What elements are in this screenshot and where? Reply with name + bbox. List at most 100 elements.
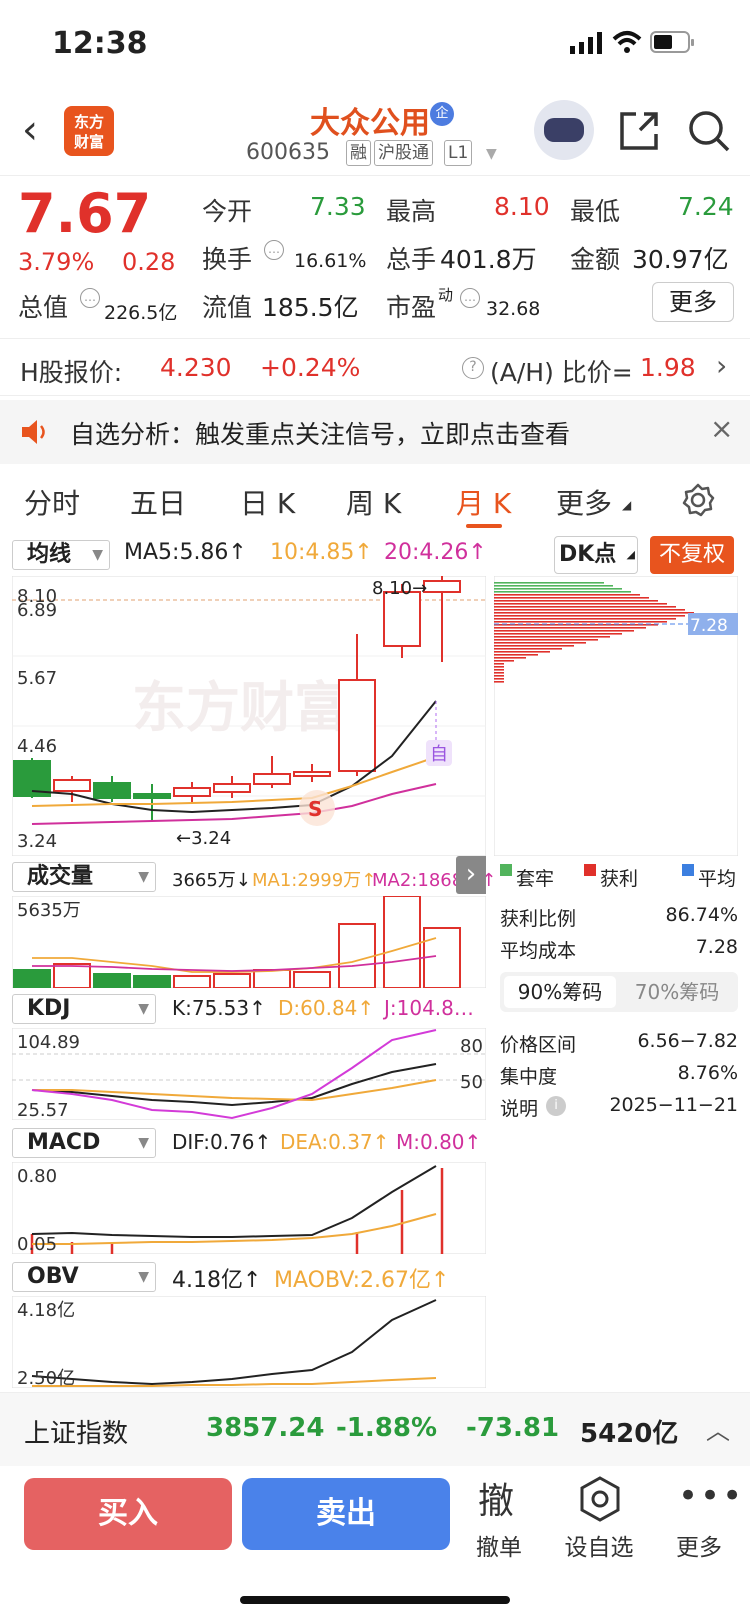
h-share-row[interactable]: H股报价: 4.230 +0.24% ? (A/H) 比价= 1.98 ›: [0, 338, 750, 396]
cancel-order-button[interactable]: 撤 撤单: [454, 1472, 544, 1572]
ma5-label: MA5:5.86↑: [124, 540, 247, 565]
macd-select-label: MACD: [27, 1130, 101, 1155]
volume-axis-label: 5635万: [17, 900, 81, 921]
desc-label: 说明: [500, 1098, 539, 1120]
ma20-label: 20:4.26↑: [384, 540, 487, 565]
tab-more[interactable]: 更多: [556, 487, 613, 520]
info-icon[interactable]: i: [546, 1096, 566, 1116]
tab-five-day[interactable]: 五日: [130, 487, 187, 520]
kdj-select[interactable]: KDJ ▼: [12, 994, 156, 1024]
h-share-label: H股报价:: [20, 358, 123, 387]
candle: [383, 584, 421, 658]
chip-bar: [494, 633, 622, 635]
tab-day-k[interactable]: 日 K: [240, 487, 296, 520]
volume-label: 总手: [386, 245, 437, 274]
volume-bar: [53, 963, 91, 988]
tab-week-k[interactable]: 周 K: [346, 487, 402, 520]
obv-chart: 4.18亿 2.50亿: [12, 1296, 486, 1388]
volume-bar: [423, 927, 461, 988]
dk-point-button[interactable]: DK点 ◢: [554, 536, 638, 574]
indicator-select[interactable]: 均线 ▼: [12, 540, 110, 570]
volume-bar: [213, 973, 251, 988]
home-indicator: [240, 1596, 510, 1604]
chip-bar: [494, 645, 574, 647]
close-icon[interactable]: ×: [710, 412, 734, 445]
assistant-avatar[interactable]: [534, 100, 594, 160]
more-quote-button[interactable]: 更多: [652, 282, 734, 322]
chip-bar: [494, 666, 504, 668]
kdj-ref-50: 50: [460, 1072, 483, 1093]
volume-bar: [383, 896, 421, 988]
watchlist-icon: [580, 1476, 620, 1522]
k-line: [31, 1063, 437, 1107]
cancel-order-label: 撤单: [476, 1535, 522, 1561]
help-icon[interactable]: ?: [462, 357, 484, 379]
mcap-label: 总值: [18, 293, 69, 322]
dk-caret-icon: ◢: [626, 548, 635, 561]
obv-select[interactable]: OBV ▼: [12, 1262, 156, 1292]
change-amount: 0.28: [122, 248, 176, 276]
no-adjust-button[interactable]: 不复权: [650, 536, 734, 574]
notice-bar[interactable]: 自选分析：触发重点关注信号，立即点击查看 ×: [0, 400, 750, 464]
tab-chip-70[interactable]: 70%筹码: [634, 980, 720, 1004]
share-icon[interactable]: [616, 108, 662, 154]
wifi-icon: [612, 31, 642, 53]
caret-icon: ▼: [138, 1269, 149, 1285]
info-icon[interactable]: …: [460, 288, 480, 308]
info-icon[interactable]: …: [264, 240, 284, 260]
maobv-value: MAOBV:2.67亿↑: [274, 1268, 450, 1293]
settings-icon[interactable]: [680, 482, 716, 518]
chip-bar: [494, 630, 634, 632]
dif-line: [31, 1165, 437, 1238]
chip-bar: [494, 594, 640, 596]
kline-chart[interactable]: 东方财富 自 S 8.10 6.89 5.67 4.46 3.24 8.10→ …: [12, 576, 486, 856]
index-pct: -1.88%: [336, 1413, 437, 1443]
more-actions-button[interactable]: ••• 更多: [654, 1472, 744, 1572]
pe-value: 32.68: [486, 298, 541, 320]
profit-ratio-label: 获利比例: [500, 908, 577, 930]
stock-name: 大众公用: [310, 106, 430, 141]
tab-month-k[interactable]: 月 K: [456, 487, 512, 520]
chip-tabs: 90%筹码 70%筹码: [500, 972, 738, 1012]
sell-button[interactable]: 卖出: [242, 1478, 450, 1550]
buy-button[interactable]: 买入: [24, 1478, 232, 1550]
chip-bar: [494, 660, 514, 662]
tab-intraday[interactable]: 分时: [24, 487, 81, 520]
macd-select[interactable]: MACD ▼: [12, 1128, 156, 1158]
index-change: -73.81: [466, 1413, 560, 1443]
chip-bar: [494, 636, 610, 638]
axis-label: 6.89: [17, 600, 57, 621]
candle: [93, 776, 131, 802]
chip-bar: [494, 600, 658, 602]
ma5-line: [31, 700, 437, 814]
collapse-panel-icon[interactable]: ›: [456, 856, 486, 894]
robot-face-icon: [544, 118, 584, 142]
info-icon[interactable]: …: [80, 288, 100, 308]
low-value: 7.24: [678, 192, 734, 221]
legend-avg: 平均: [698, 868, 737, 890]
caret-icon: ▼: [138, 869, 149, 885]
chip-bar: [494, 624, 658, 626]
tab-chip-90[interactable]: 90%筹码: [504, 976, 616, 1008]
kdj-j: J:104.8…: [384, 996, 474, 1020]
chip-bar: [494, 612, 694, 614]
index-ticker-bar[interactable]: 上证指数 3857.24 -1.88% -73.81 5420亿 ︿: [0, 1392, 750, 1466]
back-icon[interactable]: ‹: [22, 107, 38, 153]
chevron-up-icon[interactable]: ︿: [706, 1417, 730, 1445]
kdj-ref-80: 80: [460, 1036, 483, 1057]
j-line: [31, 1029, 437, 1120]
tag-dropdown-icon[interactable]: ▼: [486, 146, 497, 162]
open-label: 今开: [202, 197, 253, 226]
add-watchlist-button[interactable]: 设自选: [554, 1472, 644, 1572]
chip-date: 2025−11−21: [609, 1094, 738, 1116]
kdj-d: D:60.84↑: [278, 996, 375, 1020]
volume-select[interactable]: 成交量 ▼: [12, 862, 156, 892]
chip-bar: [494, 663, 504, 665]
chart-watermark: 东方财富: [132, 676, 348, 739]
search-icon[interactable]: [686, 108, 732, 154]
ah-ratio-label: (A/H) 比价=: [490, 358, 633, 387]
tab-underline: [466, 524, 502, 528]
open-value: 7.33: [310, 192, 366, 221]
volume-bar: [253, 969, 291, 988]
chip-distribution-chart[interactable]: 7.28: [494, 576, 738, 856]
